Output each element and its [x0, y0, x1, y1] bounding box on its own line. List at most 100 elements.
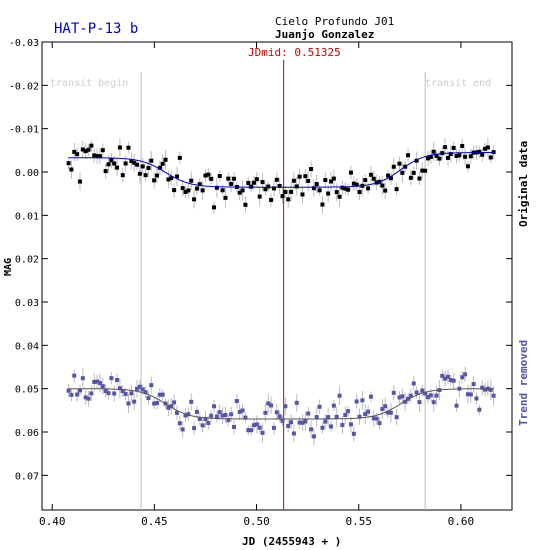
- original-data-point: [491, 150, 496, 155]
- trend-removed-point: [354, 399, 359, 404]
- trend-removed-point: [320, 425, 325, 430]
- original-data-point: [397, 161, 402, 166]
- trend-removed-point: [291, 431, 296, 436]
- original-data-point: [237, 190, 242, 195]
- trend-removed-point: [80, 376, 85, 381]
- original-data-point: [317, 188, 322, 193]
- trend-removed-point: [115, 377, 120, 382]
- original-data-point: [277, 183, 282, 188]
- trend-removed-point: [289, 420, 294, 425]
- trend-removed-point: [483, 387, 488, 392]
- right-label-original: Original data: [517, 141, 530, 227]
- trend-removed-point: [257, 425, 262, 430]
- original-data-point: [423, 168, 428, 173]
- original-data-point: [229, 181, 234, 186]
- original-data-point: [69, 167, 74, 172]
- original-data-point: [383, 188, 388, 193]
- trend-removed-point: [243, 415, 248, 420]
- original-data-point: [280, 194, 285, 199]
- trend-removed-point: [311, 434, 316, 439]
- original-data-point: [431, 149, 436, 154]
- trend-removed-point: [326, 415, 331, 420]
- trend-removed-point: [445, 374, 450, 379]
- trend-removed-point: [377, 421, 382, 426]
- trend-removed-point: [346, 409, 351, 414]
- original-data-point: [480, 152, 485, 157]
- x-tick-label: 0.45: [141, 515, 168, 528]
- trend-removed-point: [229, 412, 234, 417]
- trend-removed-point: [177, 421, 182, 426]
- original-data-point: [212, 205, 217, 210]
- original-data-point: [209, 176, 214, 181]
- original-data-point: [172, 188, 177, 193]
- trend-removed-point: [380, 406, 385, 411]
- original-data-point: [326, 191, 331, 196]
- original-data-point: [380, 183, 385, 188]
- trend-removed-point: [72, 373, 77, 378]
- trend-removed-point: [160, 392, 165, 397]
- original-data-point: [351, 181, 356, 186]
- original-data-point: [297, 174, 302, 179]
- original-data-point: [226, 176, 231, 181]
- original-data-point: [126, 145, 131, 150]
- trend-removed-point: [174, 410, 179, 415]
- trend-removed-point: [477, 407, 482, 412]
- trend-removed-point: [106, 391, 111, 396]
- original-data-point: [269, 197, 274, 202]
- trend-removed-point: [126, 401, 131, 406]
- trend-removed-point: [92, 379, 97, 384]
- trend-removed-point: [331, 403, 336, 408]
- trend-removed-point: [303, 419, 308, 424]
- trend-removed-point: [251, 423, 256, 428]
- trend-removed-point: [203, 417, 208, 422]
- trend-removed-point: [294, 400, 299, 405]
- original-data-point: [411, 170, 416, 175]
- trend-removed-point: [474, 396, 479, 401]
- original-data-point: [443, 145, 448, 150]
- trend-removed-point: [463, 372, 468, 377]
- trend-removed-point: [77, 388, 82, 393]
- trend-removed-point: [300, 420, 305, 425]
- trend-removed-point: [240, 408, 245, 413]
- original-data-point: [106, 162, 111, 167]
- trend-removed-point: [140, 387, 145, 392]
- trend-removed-point: [143, 390, 148, 395]
- trend-removed-point: [172, 400, 177, 405]
- original-data-point: [437, 156, 442, 161]
- original-data-point: [451, 145, 456, 150]
- original-data-point: [186, 188, 191, 193]
- original-data-point: [320, 202, 325, 207]
- trend-removed-point: [254, 422, 259, 427]
- trend-removed-point: [403, 399, 408, 404]
- original-data-point: [140, 164, 145, 169]
- original-data-point: [488, 155, 493, 160]
- original-data-point: [388, 176, 393, 181]
- trend-removed-point: [109, 376, 114, 381]
- trend-removed-point: [408, 393, 413, 398]
- original-data-point: [465, 164, 470, 169]
- trend-removed-point: [368, 394, 373, 399]
- trend-removed-point: [357, 414, 362, 419]
- original-data-point: [160, 161, 165, 166]
- original-data-point: [291, 178, 296, 183]
- trend-removed-point: [306, 411, 311, 416]
- trend-removed-point: [197, 416, 202, 421]
- y-tick-label: -0.01: [9, 125, 39, 136]
- original-data-point: [146, 165, 151, 170]
- original-data-point: [177, 155, 182, 160]
- trend-removed-point: [120, 389, 125, 394]
- original-data-point: [420, 168, 425, 173]
- original-data-point: [135, 162, 140, 167]
- original-data-point: [337, 194, 342, 199]
- original-data-point: [300, 192, 305, 197]
- original-data-point: [386, 173, 391, 178]
- original-data-point: [203, 173, 208, 178]
- x-tick-label: 0.60: [448, 515, 475, 528]
- trend-removed-point: [448, 378, 453, 383]
- trend-removed-point: [454, 403, 459, 408]
- original-data-point: [137, 171, 142, 176]
- trend-removed-point: [217, 410, 222, 415]
- original-data-point: [340, 185, 345, 190]
- trend-removed-point: [434, 393, 439, 398]
- trend-removed-point: [75, 392, 80, 397]
